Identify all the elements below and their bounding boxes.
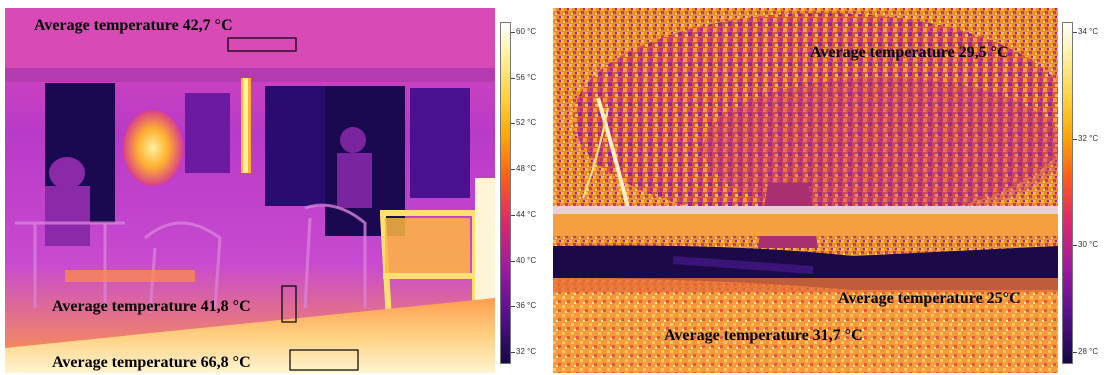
right-thermal-image bbox=[553, 8, 1058, 373]
left-colorbar-tick-label: 52 °C bbox=[516, 118, 537, 128]
right-colorbar-tick-mark bbox=[1073, 245, 1077, 247]
right-thermal-scene bbox=[553, 8, 1058, 373]
right-colorbar-tick-label: 32 °C bbox=[1078, 133, 1099, 143]
left-label-middle: Average temperature 41,8 °C bbox=[52, 298, 251, 315]
right-colorbar bbox=[1062, 22, 1073, 364]
left-colorbar-tick-mark bbox=[511, 77, 515, 79]
left-colorbar-tick-label: 60 °C bbox=[516, 27, 537, 36]
left-colorbar-tick-mark bbox=[511, 260, 515, 262]
right-label-top: Average temperature 29,5 °C bbox=[810, 44, 1009, 61]
right-colorbar-tick-mark bbox=[1073, 138, 1077, 140]
left-label-top: Average temperature 42,7 °C bbox=[34, 17, 233, 34]
left-colorbar-tick-label: 32 °C bbox=[516, 347, 537, 356]
left-colorbar-tick-label: 36 °C bbox=[516, 301, 537, 311]
left-colorbar-tick-mark bbox=[511, 123, 515, 125]
left-colorbar-tick-label: 40 °C bbox=[516, 255, 537, 265]
left-colorbar-tick-mark bbox=[511, 32, 515, 33]
right-colorbar-tick-mark bbox=[1073, 352, 1077, 353]
right-colorbar-tick-label: 34 °C bbox=[1078, 27, 1099, 36]
left-colorbar-tick-mark bbox=[511, 306, 515, 308]
left-measure-box-bottom bbox=[289, 349, 359, 371]
left-measure-box-top bbox=[227, 37, 297, 52]
right-colorbar-tick-mark bbox=[1073, 32, 1077, 33]
left-thermal-scene bbox=[5, 8, 495, 373]
left-thermal-image bbox=[5, 8, 495, 373]
left-colorbar-tick-label: 44 °C bbox=[516, 209, 537, 219]
left-measure-box-middle bbox=[281, 285, 297, 323]
right-colorbar-tick-label: 28 °C bbox=[1078, 347, 1099, 356]
left-colorbar-tick-mark bbox=[511, 214, 515, 216]
left-colorbar-tick-label: 48 °C bbox=[516, 164, 537, 174]
left-colorbar-tick-mark bbox=[511, 169, 515, 171]
right-label-right: Average temperature 25°C bbox=[838, 290, 1021, 307]
right-label-bottom: Average temperature 31,7 °C bbox=[664, 327, 863, 344]
left-colorbar bbox=[500, 22, 511, 364]
left-colorbar-tick-label: 56 °C bbox=[516, 72, 537, 82]
left-label-bottom: Average temperature 66,8 °C bbox=[52, 354, 251, 371]
right-colorbar-tick-label: 30 °C bbox=[1078, 240, 1099, 250]
left-colorbar-tick-mark bbox=[511, 352, 515, 353]
